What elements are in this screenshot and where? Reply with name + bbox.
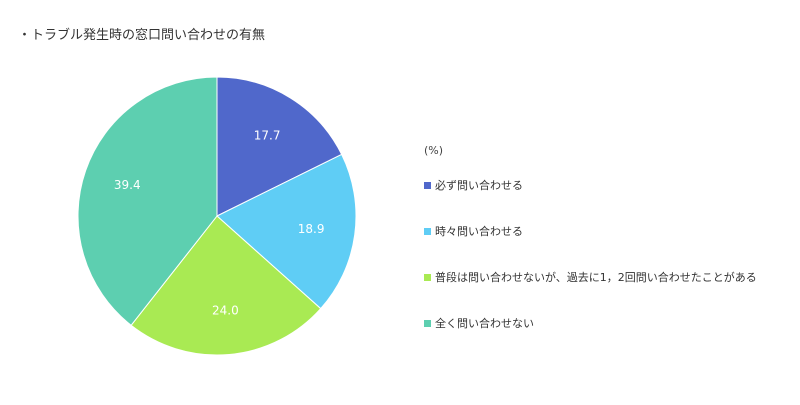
legend-label: 普段は問い合わせないが、過去に1，2回問い合わせたことがある [435, 271, 757, 284]
pie-slices [77, 76, 357, 356]
legend-item-2: 時々問い合わせる [424, 223, 800, 239]
data-label-4: 39.4 [114, 178, 141, 192]
legend-swatch [424, 319, 431, 327]
legend-unit: (%) [424, 144, 444, 157]
data-label-3: 24.0 [212, 304, 239, 318]
legend-items: 必ず問い合わせる 時々問い合わせる普段は問い合わせないが、過去に1，2回問い合わせ… [424, 177, 800, 331]
legend-swatch [424, 181, 431, 189]
pie-slice-2 [216, 153, 357, 310]
legend-item-4: 全く問い合わせない [424, 315, 800, 331]
pie-slice-4 [77, 76, 218, 326]
legend-label: 時々問い合わせる [435, 225, 523, 238]
data-label-1: 17.7 [254, 128, 281, 142]
legend-item-3: 普段は問い合わせないが、過去に1，2回問い合わせたことがある [424, 269, 800, 285]
data-label-2: 18.9 [298, 222, 325, 236]
legend-swatch [424, 273, 431, 281]
legend-item-1: 必ず問い合わせる [424, 177, 800, 193]
legend-swatch [424, 227, 431, 235]
legend: (%) 必ず問い合わせる 時々問い合わせる普段は問い合わせないが、過去に1，2回問… [424, 144, 800, 361]
legend-label: 全く問い合わせない [435, 317, 534, 330]
chart-title: ・トラブル発生時の窓口問い合わせの有無 [18, 28, 266, 43]
pie-slice-1 [216, 76, 343, 217]
pie-slice-3 [130, 215, 322, 356]
legend-label: 必ず問い合わせる [435, 179, 523, 192]
pie-data-labels: 17.7 18.9 24.0 39.4 [114, 128, 325, 317]
